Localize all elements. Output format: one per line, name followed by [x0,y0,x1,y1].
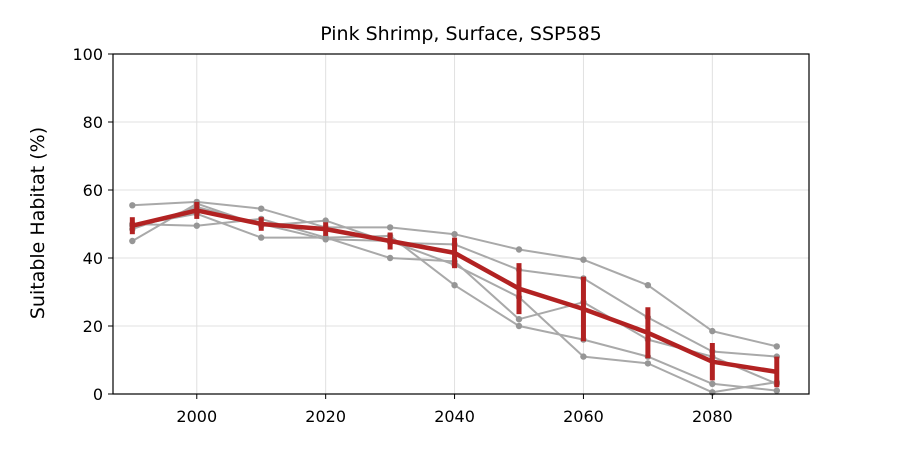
member-point [515,316,523,323]
member-point [258,205,265,212]
member-point [451,231,458,238]
member-point [580,353,587,360]
member-point [644,360,652,367]
ensemble-mean-series [129,201,780,388]
x-tick-label: 2040 [434,407,475,426]
y-tick-label: 0 [93,385,103,404]
mean-line [131,208,778,375]
plot-frame [112,53,810,395]
x-tick-label: 2060 [563,407,604,426]
member-point [644,282,652,289]
y-tick-label: 80 [83,113,103,132]
member-point [193,222,200,229]
x-tick-label: 2000 [176,407,217,426]
y-axis-label: Suitable Habitat (%) [27,127,49,319]
member-point [773,343,780,350]
member-point [580,256,587,263]
x-tick-label: 2080 [692,407,733,426]
y-axis-ticks: 0 20 40 60 80 100 [72,45,113,404]
member-point [515,322,523,330]
member-point [451,282,458,289]
member-point [386,224,394,231]
member-point [515,246,523,253]
member-point [322,236,329,243]
member-point [709,327,716,335]
y-tick-label: 60 [83,181,103,200]
y-tick-label: 20 [83,317,103,336]
member-point [129,202,136,209]
member-point [709,380,716,387]
member-point [129,237,136,245]
x-axis-ticks: 2000 2020 2040 2060 2080 [176,394,733,426]
member-point [386,254,394,262]
member-point [322,217,329,224]
member-point [258,234,265,241]
y-tick-label: 100 [72,45,103,64]
y-tick-label: 40 [83,249,103,268]
chart-title: Pink Shrimp, Surface, SSP585 [320,23,602,45]
member-point [773,387,780,394]
x-tick-label: 2020 [305,407,346,426]
